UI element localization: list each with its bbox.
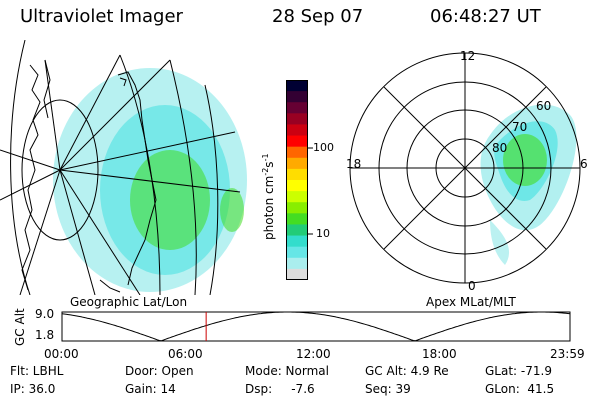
instrument-title: Ultraviolet Imager [20,6,183,27]
aurora-emission-edge [220,188,244,232]
glon-value: GLon: 41.5 [485,382,555,396]
ip-value: IP: 36.0 [10,382,56,396]
colorbar-swatch [286,168,308,181]
mode-value: Mode: Normal [245,364,329,378]
polar-grid [349,52,581,284]
colorbar-swatch [286,213,308,225]
colorbar-swatch [286,191,308,203]
timeline-ylabel: GC Alt [13,308,27,346]
aurora-oval [480,104,577,265]
timeline-xtick-1800: 18:00 [422,347,457,361]
colorbar-swatch [286,246,308,259]
color-scale-ticks [308,147,313,235]
lat-lon-grid [0,40,241,295]
timeline-ytick-min: 1.8 [35,328,55,342]
dsp-value: Dsp: -7.6 [245,382,315,396]
mlt-label-6: 6 [580,157,588,171]
mlt-label-12: 12 [460,49,476,63]
colorbar-swatch [286,157,308,170]
colorbar-swatch [286,135,308,148]
gain-value: Gain: 14 [125,382,176,396]
mlat-label-60: 60 [536,99,552,113]
altitude-timeline-plot [61,311,571,342]
colorbar-swatch [286,146,308,159]
colorbar-swatch [286,180,308,192]
colorbar-frame [286,80,308,280]
colorbar-swatch [286,113,308,125]
colorbar-swatch [286,102,308,114]
colorbar-swatch [286,224,308,237]
colorbar-tick-10: 10 [316,227,330,240]
timeline-xtick-0600: 06:00 [168,347,203,361]
timeline-ytick-max: 9.0 [35,307,55,321]
gc-alt-value: GC Alt: 4.9 Re [365,364,449,378]
geographic-map-caption: Geographic Lat/Lon [70,295,188,309]
coastlines [21,59,157,293]
colorbar-swatch [286,124,308,137]
timeline-xtick-1200: 12:00 [296,347,331,361]
timeline-xtick-0000: 00:00 [44,347,79,361]
mlt-label-0: 0 [468,279,476,293]
colorbar-swatch [286,91,308,103]
mlat-label-70: 70 [512,120,528,134]
colorbar-swatch [286,257,308,270]
timeline-xtick-2359: 23:59 [550,347,585,361]
colorbar-swatch [286,268,308,280]
altitude-curve [61,311,571,342]
polar-mlat-mlt-map [349,52,581,284]
colorbar-swatch [286,202,308,214]
polar-map-caption: Apex MLat/MLT [426,295,516,309]
geographic-map [0,40,247,295]
seq-value: Seq: 39 [365,382,411,396]
mlt-label-18: 18 [346,157,362,171]
date-label: 28 Sep 07 [272,6,364,27]
colorbar-swatch [286,235,308,248]
glat-value: GLat: -71.9 [485,364,552,378]
colorbar-tick-100: 100 [313,141,334,154]
aurora-emission-core [130,150,210,250]
door-value: Door: Open [125,364,194,378]
colorbar-swatch [286,80,308,92]
time-label: 06:48:27 UT [430,6,541,27]
mlat-label-80: 80 [492,141,508,155]
filter-value: Flt: LBHL [10,364,64,378]
colorbar-unit-label: photon cm-2s-1 [261,153,276,240]
color-scale-bar [286,80,308,280]
timeline-frame [61,311,571,342]
